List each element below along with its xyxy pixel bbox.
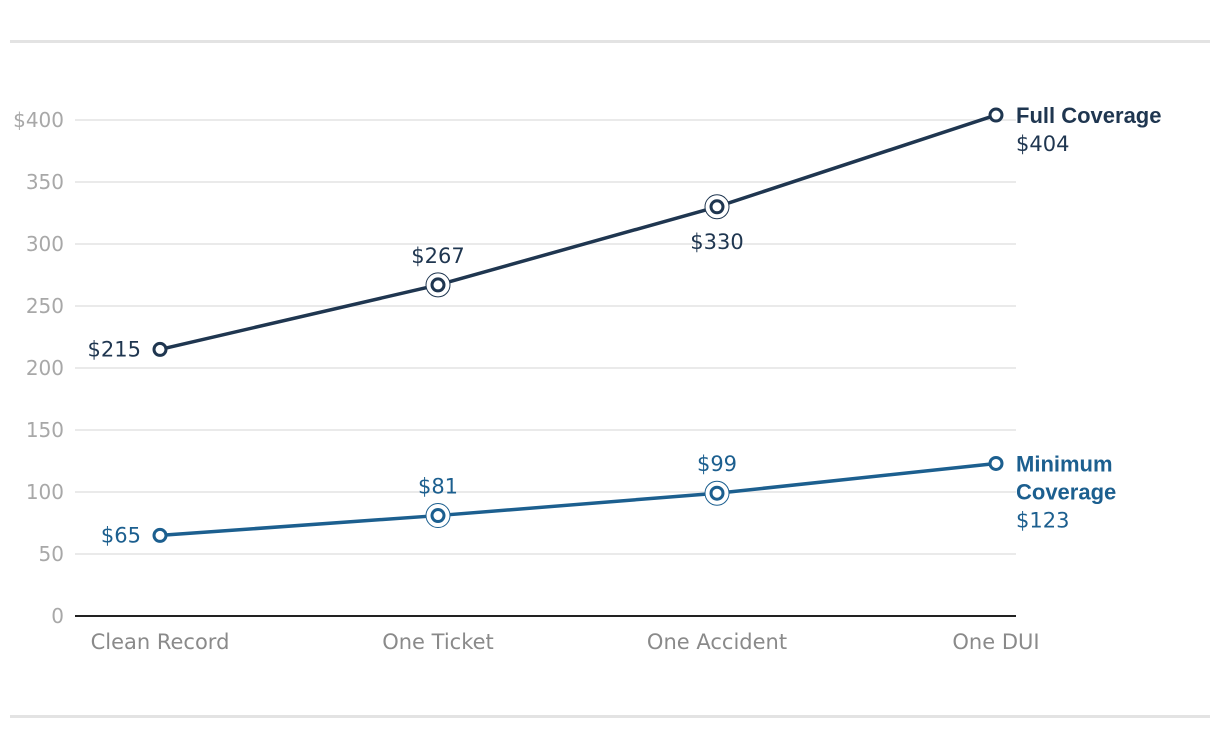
data-label: $81 [418, 475, 458, 499]
series-name-label: Coverage [1016, 479, 1116, 504]
x-category-label: One DUI [952, 630, 1039, 654]
series-end-value-label: $404 [1016, 132, 1069, 156]
data-point [988, 455, 1004, 471]
gridlines [75, 119, 1016, 555]
data-point [152, 527, 168, 543]
y-tick-label: 200 [26, 356, 64, 380]
series-line [159, 461, 997, 538]
y-tick-label: 0 [51, 604, 64, 628]
data-label: $65 [101, 523, 141, 547]
data-label: $215 [88, 337, 141, 361]
y-tick-label: 100 [26, 480, 64, 504]
data-point [430, 277, 446, 293]
data-point [152, 341, 168, 357]
series-name-label: Full Coverage [1016, 103, 1161, 128]
x-category-label: Clean Record [91, 630, 230, 654]
axes: 0 50 100 150 200 250 300 350 $400 Clean Record One… [13, 108, 1039, 654]
data-point [430, 508, 446, 524]
y-tick-label: 150 [26, 418, 64, 442]
series-layer [152, 107, 1004, 543]
data-point [709, 485, 725, 501]
y-tick-label: 350 [26, 170, 64, 194]
data-point [709, 199, 725, 215]
y-tick-label: 300 [26, 232, 64, 256]
y-tick-label: $400 [13, 108, 64, 132]
data-label: $330 [690, 230, 743, 254]
labels-layer: $215 $267 $330 Full Coverage $404 $65 $81 $99 Mi… [88, 103, 1162, 547]
x-category-label: One Accident [647, 630, 787, 654]
data-label: $267 [411, 244, 464, 268]
y-tick-label: 250 [26, 294, 64, 318]
bottom-divider [10, 715, 1210, 718]
series-end-value-label: $123 [1016, 508, 1069, 532]
series-line [159, 113, 997, 352]
data-point [988, 107, 1004, 123]
data-label: $99 [697, 452, 737, 476]
x-category-label: One Ticket [382, 630, 494, 654]
top-divider [10, 40, 1210, 43]
series-name-label: Minimum [1016, 451, 1113, 476]
y-tick-label: 50 [39, 542, 64, 566]
